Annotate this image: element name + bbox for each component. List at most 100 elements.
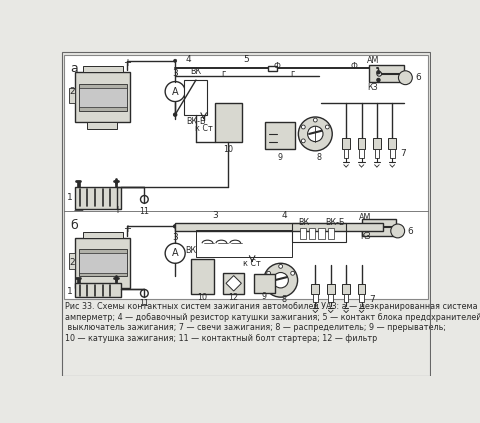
- Text: 4: 4: [282, 211, 288, 220]
- Text: 10: 10: [223, 146, 233, 154]
- Circle shape: [301, 125, 305, 129]
- Text: г: г: [290, 69, 294, 78]
- Bar: [63, 55, 429, 299]
- Bar: [115, 278, 118, 283]
- Bar: [175, 223, 383, 231]
- Bar: [292, 223, 346, 242]
- Circle shape: [165, 82, 185, 102]
- Bar: [373, 138, 381, 149]
- Circle shape: [369, 225, 374, 229]
- Bar: [300, 228, 306, 239]
- Bar: [223, 272, 244, 294]
- Circle shape: [165, 243, 185, 263]
- Bar: [265, 122, 295, 149]
- Bar: [328, 294, 333, 302]
- Text: 4: 4: [185, 55, 191, 64]
- Text: б: б: [71, 219, 78, 232]
- Text: ВК-Б: ВК-Б: [186, 117, 206, 126]
- Text: 7: 7: [400, 148, 406, 158]
- Text: 12: 12: [228, 293, 239, 302]
- Text: 8: 8: [317, 153, 322, 162]
- Text: +: +: [113, 205, 120, 215]
- Bar: [388, 138, 396, 149]
- Text: 9: 9: [277, 153, 282, 162]
- Text: г: г: [221, 69, 225, 78]
- Text: Ф: Ф: [350, 62, 357, 71]
- Text: АМ: АМ: [367, 56, 379, 66]
- Bar: [312, 284, 319, 294]
- Bar: [79, 250, 127, 276]
- Bar: [86, 122, 118, 129]
- Bar: [115, 181, 118, 187]
- Circle shape: [267, 285, 271, 289]
- Bar: [86, 288, 118, 294]
- Text: амперметр; 4 — добавочный резистор катушки зажигания; 5 — контакт блока предохра: амперметр; 4 — добавочный резистор катуш…: [65, 313, 480, 321]
- Text: КЗ: КЗ: [368, 83, 378, 92]
- Circle shape: [291, 272, 295, 275]
- Text: АМ: АМ: [359, 213, 372, 222]
- Circle shape: [279, 264, 283, 268]
- Bar: [358, 138, 365, 149]
- Text: A: A: [172, 87, 179, 96]
- Text: ВК: ВК: [191, 67, 202, 76]
- Text: 10: 10: [197, 294, 207, 302]
- Circle shape: [325, 125, 329, 129]
- Text: 6: 6: [415, 73, 421, 82]
- Bar: [79, 253, 127, 272]
- Text: ВК-Б: ВК-Б: [325, 218, 344, 227]
- Text: +: +: [123, 58, 131, 68]
- Text: к Ст: к Ст: [195, 124, 213, 133]
- Text: КЗ: КЗ: [360, 232, 371, 241]
- Text: 1: 1: [67, 193, 73, 202]
- Bar: [79, 84, 127, 111]
- Text: 3: 3: [172, 233, 178, 242]
- Text: 9: 9: [262, 292, 267, 301]
- Bar: [75, 283, 121, 297]
- Bar: [83, 66, 123, 72]
- Text: Ф: Ф: [274, 62, 280, 71]
- Bar: [327, 284, 335, 294]
- Bar: [184, 80, 207, 115]
- Bar: [75, 187, 121, 209]
- Bar: [267, 66, 277, 71]
- Circle shape: [377, 79, 380, 82]
- Bar: [358, 284, 365, 294]
- Bar: [361, 219, 396, 236]
- Bar: [309, 228, 315, 239]
- Bar: [390, 149, 395, 158]
- Text: A: A: [172, 248, 179, 258]
- Bar: [328, 228, 334, 239]
- Bar: [344, 294, 348, 302]
- Bar: [191, 259, 214, 294]
- Text: а: а: [71, 62, 78, 75]
- Bar: [401, 74, 410, 81]
- Bar: [344, 149, 348, 158]
- Circle shape: [174, 225, 177, 228]
- Bar: [75, 238, 131, 288]
- Text: 3: 3: [212, 211, 218, 220]
- Bar: [374, 149, 379, 158]
- Bar: [83, 232, 123, 238]
- Text: к Ст: к Ст: [243, 258, 261, 268]
- Bar: [359, 294, 364, 302]
- Bar: [75, 72, 131, 122]
- Text: 2: 2: [70, 87, 75, 96]
- Text: ВК: ВК: [298, 218, 309, 227]
- Circle shape: [301, 139, 305, 143]
- Text: Рис 33. Схемы контактных систем зажигания автомобилей УАЗ: а — неэкранированная : Рис 33. Схемы контактных систем зажигани…: [65, 302, 480, 311]
- Bar: [254, 274, 275, 293]
- Bar: [69, 253, 75, 269]
- Bar: [359, 149, 364, 158]
- Bar: [318, 228, 324, 239]
- Bar: [313, 294, 318, 302]
- Text: выключатель зажигания; 7 — свечи зажигания; 8 — распределитель; 9 — прерыватель;: выключатель зажигания; 7 — свечи зажиган…: [65, 323, 446, 332]
- Circle shape: [313, 118, 317, 122]
- Text: 2: 2: [70, 258, 75, 267]
- Bar: [79, 88, 127, 107]
- Circle shape: [391, 224, 405, 238]
- Text: +: +: [123, 224, 131, 233]
- Text: ВК: ВК: [185, 246, 196, 255]
- Text: 11: 11: [139, 207, 149, 216]
- Bar: [77, 181, 80, 187]
- Circle shape: [264, 263, 298, 297]
